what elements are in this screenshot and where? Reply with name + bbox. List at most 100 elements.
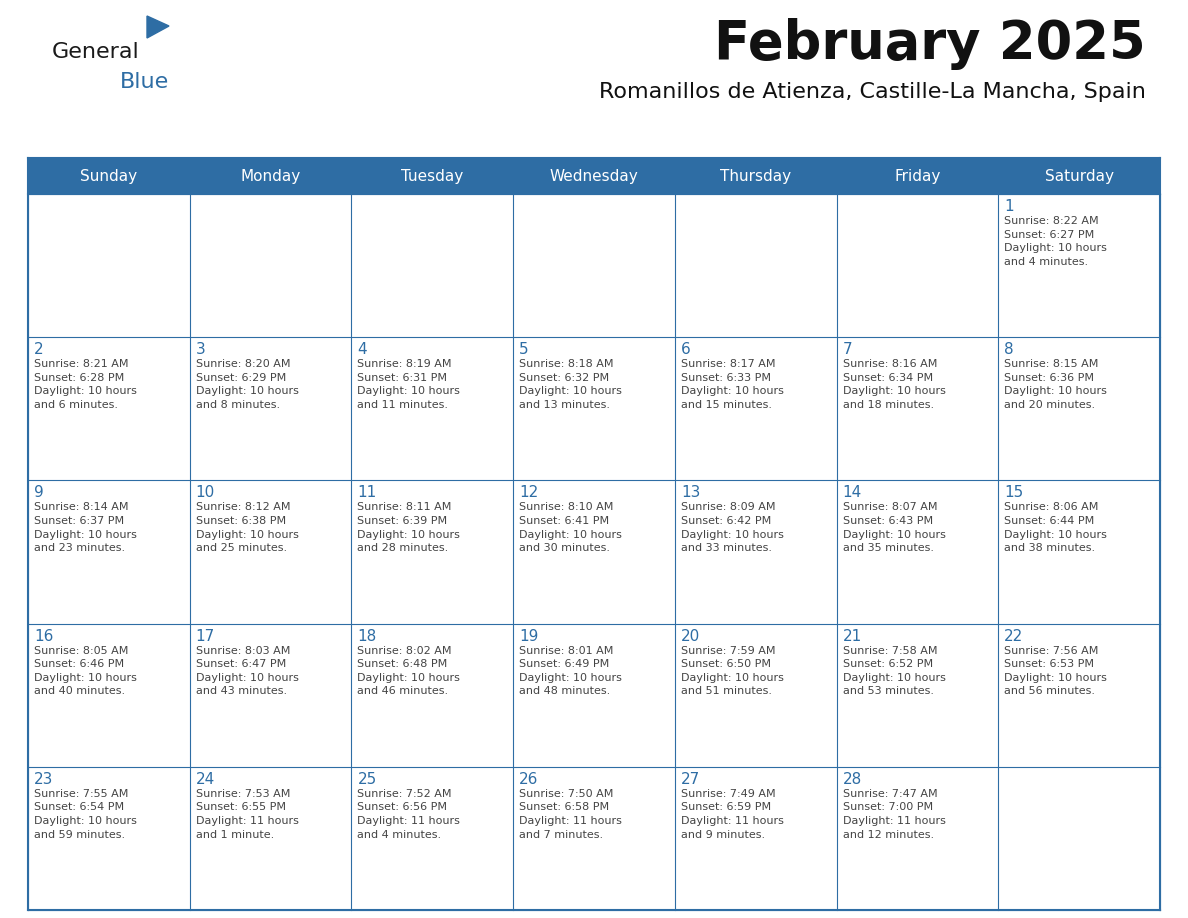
Text: 4: 4 [358,342,367,357]
Text: 11: 11 [358,486,377,500]
Text: Sunrise: 8:07 AM
Sunset: 6:43 PM
Daylight: 10 hours
and 35 minutes.: Sunrise: 8:07 AM Sunset: 6:43 PM Dayligh… [842,502,946,554]
Text: Monday: Monday [240,169,301,184]
Bar [675,194,836,337]
Bar [352,337,513,480]
Bar [352,480,513,623]
Text: 21: 21 [842,629,861,644]
Text: Sunrise: 7:56 AM
Sunset: 6:53 PM
Daylight: 10 hours
and 56 minutes.: Sunrise: 7:56 AM Sunset: 6:53 PM Dayligh… [1004,645,1107,697]
Text: 17: 17 [196,629,215,644]
Bar [998,337,1159,480]
Text: 27: 27 [681,772,700,787]
Text: Sunrise: 7:52 AM
Sunset: 6:56 PM
Daylight: 11 hours
and 4 minutes.: Sunrise: 7:52 AM Sunset: 6:56 PM Dayligh… [358,789,460,840]
Text: 12: 12 [519,486,538,500]
Text: General: General [52,42,140,62]
Bar [836,480,998,623]
Text: 20: 20 [681,629,700,644]
Text: Sunrise: 7:58 AM
Sunset: 6:52 PM
Daylight: 10 hours
and 53 minutes.: Sunrise: 7:58 AM Sunset: 6:52 PM Dayligh… [842,645,946,697]
Text: Sunrise: 8:03 AM
Sunset: 6:47 PM
Daylight: 10 hours
and 43 minutes.: Sunrise: 8:03 AM Sunset: 6:47 PM Dayligh… [196,645,298,697]
Text: Sunrise: 7:50 AM
Sunset: 6:58 PM
Daylight: 11 hours
and 7 minutes.: Sunrise: 7:50 AM Sunset: 6:58 PM Dayligh… [519,789,623,840]
Text: 22: 22 [1004,629,1024,644]
Bar [675,767,836,910]
Text: Sunrise: 7:53 AM
Sunset: 6:55 PM
Daylight: 11 hours
and 1 minute.: Sunrise: 7:53 AM Sunset: 6:55 PM Dayligh… [196,789,298,840]
Bar [29,158,1159,194]
Text: Sunrise: 8:22 AM
Sunset: 6:27 PM
Daylight: 10 hours
and 4 minutes.: Sunrise: 8:22 AM Sunset: 6:27 PM Dayligh… [1004,216,1107,267]
Text: Sunrise: 8:11 AM
Sunset: 6:39 PM
Daylight: 10 hours
and 28 minutes.: Sunrise: 8:11 AM Sunset: 6:39 PM Dayligh… [358,502,460,554]
Bar [190,767,352,910]
Text: Sunrise: 8:21 AM
Sunset: 6:28 PM
Daylight: 10 hours
and 6 minutes.: Sunrise: 8:21 AM Sunset: 6:28 PM Dayligh… [34,359,137,410]
Text: Sunrise: 8:17 AM
Sunset: 6:33 PM
Daylight: 10 hours
and 15 minutes.: Sunrise: 8:17 AM Sunset: 6:33 PM Dayligh… [681,359,784,410]
Text: 9: 9 [34,486,44,500]
Text: 13: 13 [681,486,700,500]
Text: Thursday: Thursday [720,169,791,184]
Text: 1: 1 [1004,199,1013,214]
Text: Sunrise: 7:59 AM
Sunset: 6:50 PM
Daylight: 10 hours
and 51 minutes.: Sunrise: 7:59 AM Sunset: 6:50 PM Dayligh… [681,645,784,697]
Text: Sunrise: 8:06 AM
Sunset: 6:44 PM
Daylight: 10 hours
and 38 minutes.: Sunrise: 8:06 AM Sunset: 6:44 PM Dayligh… [1004,502,1107,554]
Bar [190,623,352,767]
Bar [190,480,352,623]
Bar [29,194,190,337]
Bar [513,337,675,480]
Text: Wednesday: Wednesday [550,169,638,184]
Bar [29,337,190,480]
Text: 10: 10 [196,486,215,500]
Text: 7: 7 [842,342,852,357]
Bar [352,623,513,767]
Text: 6: 6 [681,342,690,357]
Text: Sunrise: 8:09 AM
Sunset: 6:42 PM
Daylight: 10 hours
and 33 minutes.: Sunrise: 8:09 AM Sunset: 6:42 PM Dayligh… [681,502,784,554]
Text: Sunrise: 8:16 AM
Sunset: 6:34 PM
Daylight: 10 hours
and 18 minutes.: Sunrise: 8:16 AM Sunset: 6:34 PM Dayligh… [842,359,946,410]
Bar [836,194,998,337]
Text: Sunrise: 7:55 AM
Sunset: 6:54 PM
Daylight: 10 hours
and 59 minutes.: Sunrise: 7:55 AM Sunset: 6:54 PM Dayligh… [34,789,137,840]
Bar [836,767,998,910]
Bar [29,767,190,910]
Text: Blue: Blue [120,72,169,92]
Bar [675,337,836,480]
Bar [998,767,1159,910]
Text: Sunrise: 7:49 AM
Sunset: 6:59 PM
Daylight: 11 hours
and 9 minutes.: Sunrise: 7:49 AM Sunset: 6:59 PM Dayligh… [681,789,784,840]
Text: 23: 23 [34,772,53,787]
Text: Sunrise: 8:01 AM
Sunset: 6:49 PM
Daylight: 10 hours
and 48 minutes.: Sunrise: 8:01 AM Sunset: 6:49 PM Dayligh… [519,645,623,697]
Text: Tuesday: Tuesday [402,169,463,184]
Text: Sunrise: 7:47 AM
Sunset: 7:00 PM
Daylight: 11 hours
and 12 minutes.: Sunrise: 7:47 AM Sunset: 7:00 PM Dayligh… [842,789,946,840]
Bar [513,480,675,623]
Text: 5: 5 [519,342,529,357]
Bar [836,623,998,767]
Text: 14: 14 [842,486,861,500]
Text: Sunday: Sunday [81,169,138,184]
Text: 24: 24 [196,772,215,787]
Bar [29,623,190,767]
Bar [513,767,675,910]
Text: 16: 16 [34,629,53,644]
Text: Sunrise: 8:20 AM
Sunset: 6:29 PM
Daylight: 10 hours
and 8 minutes.: Sunrise: 8:20 AM Sunset: 6:29 PM Dayligh… [196,359,298,410]
Text: Sunrise: 8:05 AM
Sunset: 6:46 PM
Daylight: 10 hours
and 40 minutes.: Sunrise: 8:05 AM Sunset: 6:46 PM Dayligh… [34,645,137,697]
Text: 2: 2 [34,342,44,357]
Bar [675,480,836,623]
Text: Sunrise: 8:12 AM
Sunset: 6:38 PM
Daylight: 10 hours
and 25 minutes.: Sunrise: 8:12 AM Sunset: 6:38 PM Dayligh… [196,502,298,554]
Text: Sunrise: 8:14 AM
Sunset: 6:37 PM
Daylight: 10 hours
and 23 minutes.: Sunrise: 8:14 AM Sunset: 6:37 PM Dayligh… [34,502,137,554]
Bar [998,480,1159,623]
Bar [836,337,998,480]
Text: 15: 15 [1004,486,1024,500]
Text: Friday: Friday [895,169,941,184]
Text: 3: 3 [196,342,206,357]
Bar [190,194,352,337]
Bar [998,194,1159,337]
Text: 28: 28 [842,772,861,787]
Text: 26: 26 [519,772,538,787]
Bar [352,194,513,337]
Text: Sunrise: 8:02 AM
Sunset: 6:48 PM
Daylight: 10 hours
and 46 minutes.: Sunrise: 8:02 AM Sunset: 6:48 PM Dayligh… [358,645,460,697]
Bar [29,480,190,623]
Text: 25: 25 [358,772,377,787]
Text: Sunrise: 8:18 AM
Sunset: 6:32 PM
Daylight: 10 hours
and 13 minutes.: Sunrise: 8:18 AM Sunset: 6:32 PM Dayligh… [519,359,623,410]
Bar [190,337,352,480]
Text: Saturday: Saturday [1044,169,1113,184]
Text: 8: 8 [1004,342,1013,357]
Bar [513,194,675,337]
Text: Sunrise: 8:10 AM
Sunset: 6:41 PM
Daylight: 10 hours
and 30 minutes.: Sunrise: 8:10 AM Sunset: 6:41 PM Dayligh… [519,502,623,554]
Text: February 2025: February 2025 [714,18,1146,70]
Bar [998,623,1159,767]
Bar [352,767,513,910]
Text: Sunrise: 8:19 AM
Sunset: 6:31 PM
Daylight: 10 hours
and 11 minutes.: Sunrise: 8:19 AM Sunset: 6:31 PM Dayligh… [358,359,460,410]
Bar [675,623,836,767]
Text: Sunrise: 8:15 AM
Sunset: 6:36 PM
Daylight: 10 hours
and 20 minutes.: Sunrise: 8:15 AM Sunset: 6:36 PM Dayligh… [1004,359,1107,410]
Text: 18: 18 [358,629,377,644]
